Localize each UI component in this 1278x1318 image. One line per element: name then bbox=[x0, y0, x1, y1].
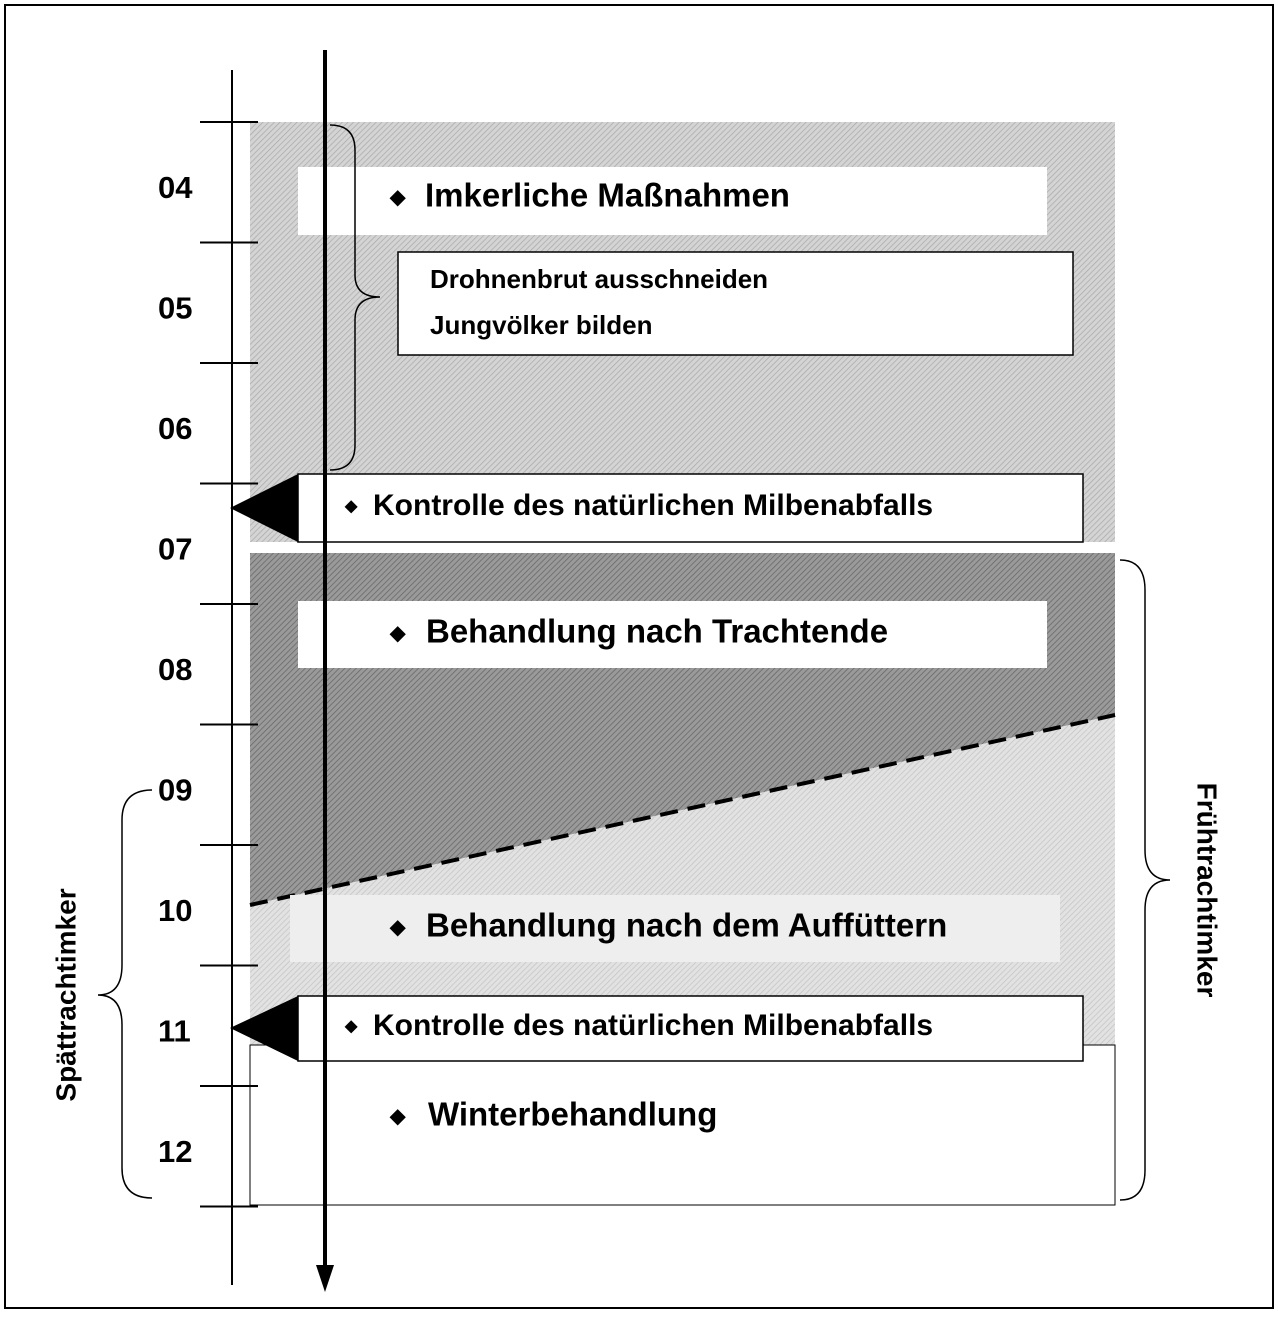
item: Drohnenbrut ausschneiden bbox=[430, 264, 768, 294]
heading: Imkerliche Maßnahmen bbox=[425, 177, 790, 214]
month-label: 06 bbox=[158, 411, 192, 446]
region-autumn bbox=[250, 715, 1115, 1045]
month-label: 04 bbox=[158, 170, 193, 205]
month-label: 05 bbox=[158, 291, 192, 326]
control: Kontrolle des natürlichen Milbenabfalls bbox=[373, 1009, 933, 1042]
arrowhead bbox=[316, 1265, 334, 1292]
ticks bbox=[200, 121, 258, 1208]
brace bbox=[1119, 559, 1171, 1201]
pointer bbox=[230, 474, 298, 542]
box bbox=[297, 473, 1084, 543]
month-label: 12 bbox=[158, 1134, 192, 1169]
bullet: ◆ bbox=[344, 1018, 358, 1035]
pointer bbox=[230, 996, 298, 1061]
treatment: Behandlung nach Trachtende bbox=[426, 613, 888, 650]
group-label: Frühtrachtimker bbox=[1192, 783, 1223, 998]
bullet: ◆ bbox=[344, 498, 358, 515]
box bbox=[290, 895, 1060, 962]
frame bbox=[4, 4, 1274, 1309]
bullet: ◆ bbox=[389, 1105, 406, 1127]
item: Jungvölker bilden bbox=[430, 310, 653, 340]
brace bbox=[329, 124, 381, 471]
month-label: 09 bbox=[158, 773, 192, 808]
bullet: ◆ bbox=[389, 622, 406, 644]
box bbox=[397, 251, 1074, 356]
treatment: Winterbehandlung bbox=[428, 1096, 717, 1133]
box bbox=[298, 167, 1047, 235]
region-winter bbox=[249, 1044, 1116, 1206]
bullet: ◆ bbox=[389, 186, 406, 208]
control: Kontrolle des natürlichen Milbenabfalls bbox=[373, 489, 933, 522]
brace bbox=[97, 789, 153, 1199]
bullet: ◆ bbox=[389, 916, 406, 938]
month-label: 10 bbox=[158, 893, 192, 928]
box bbox=[297, 995, 1084, 1062]
treatment: Behandlung nach dem Auffüttern bbox=[426, 907, 947, 944]
divider bbox=[249, 713, 1116, 907]
month-label: 07 bbox=[158, 532, 192, 567]
month-label: 11 bbox=[158, 1014, 191, 1049]
box bbox=[298, 601, 1047, 668]
group-label: Spättrachtimker bbox=[50, 888, 81, 1101]
month-label: 08 bbox=[158, 652, 192, 687]
